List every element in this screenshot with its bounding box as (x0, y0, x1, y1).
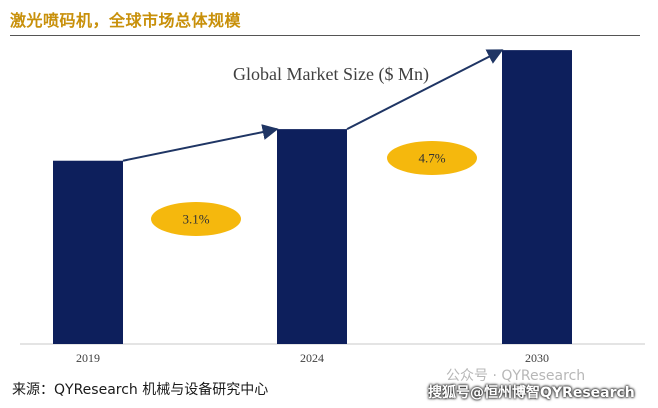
watermark-line-1: 公众号 · QYResearch (446, 368, 586, 384)
cagr-label-1: 3.1% (182, 212, 209, 227)
bar-2019 (53, 160, 123, 344)
bar-2024 (277, 129, 347, 344)
growth-arrow-1 (122, 124, 279, 162)
x-tick-label: 2030 (525, 351, 549, 365)
x-tick-label: 2024 (300, 351, 324, 365)
bars-layer (53, 50, 572, 345)
x-tick-label: 2019 (76, 351, 100, 365)
chart-title: Global Market Size ($ Mn) (233, 64, 429, 85)
cagr-bubble-2 (387, 141, 477, 175)
page-title: 激光喷码机，全球市场总体规模 (10, 11, 242, 30)
growth-arrows (122, 49, 504, 162)
watermark: 公众号 · QYResearch 搜狐号@恒州博智QYResearch (428, 368, 635, 402)
cagr-label-2: 4.7% (418, 151, 445, 166)
source-note: 来源：QYResearch 机械与设备研究中心 (12, 382, 269, 398)
x-tick-labels: 2019 2024 2030 (76, 351, 549, 365)
title-divider (10, 35, 640, 36)
growth-arrow-2 (346, 49, 504, 131)
cagr-bubbles: 3.1% 4.7% (151, 141, 477, 236)
bar-2030 (502, 50, 572, 345)
market-size-chart: Global Market Size ($ Mn) 3.1%4.7% 2019 2… (20, 49, 645, 365)
watermark-line-2: 搜狐号@恒州博智QYResearch (428, 385, 635, 401)
cagr-bubble-1 (151, 202, 241, 236)
